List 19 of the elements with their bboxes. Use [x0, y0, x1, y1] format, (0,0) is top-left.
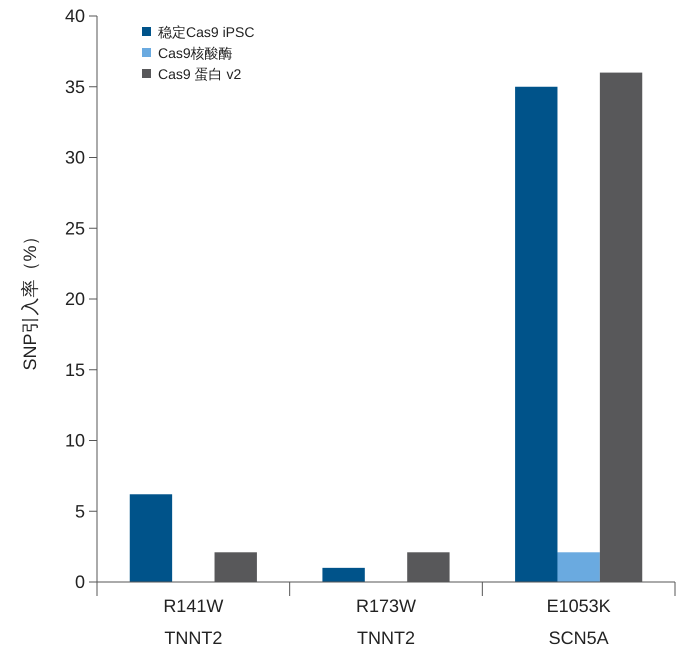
y-tick-label: 30: [64, 148, 85, 168]
legend-label: Cas9 蛋白 v2: [158, 66, 242, 82]
y-tick-label: 35: [64, 76, 85, 97]
y-tick-label: 10: [64, 430, 85, 450]
bar: [130, 494, 172, 582]
y-tick-label: 0: [74, 572, 85, 592]
x-tick-label: E1053K SCN5A: [546, 596, 611, 648]
bar: [515, 86, 558, 582]
legend-label: Cas9核酸酶: [158, 45, 233, 61]
y-tick-label: 20: [64, 289, 85, 309]
x-tick-label: R173W TNNT2: [356, 596, 416, 648]
y-tick-label: 15: [64, 360, 85, 380]
x-tick-label: R141W TNNT2: [163, 596, 224, 648]
y-tick-label: 40: [64, 6, 85, 26]
y-tick-label: 25: [64, 218, 85, 238]
y-tick-label: 5: [74, 501, 85, 522]
legend-label: 稳定Cas9 iPSC: [158, 24, 254, 40]
y-axis-title: SNP引入率（%）: [20, 227, 40, 371]
bar: [322, 568, 365, 582]
